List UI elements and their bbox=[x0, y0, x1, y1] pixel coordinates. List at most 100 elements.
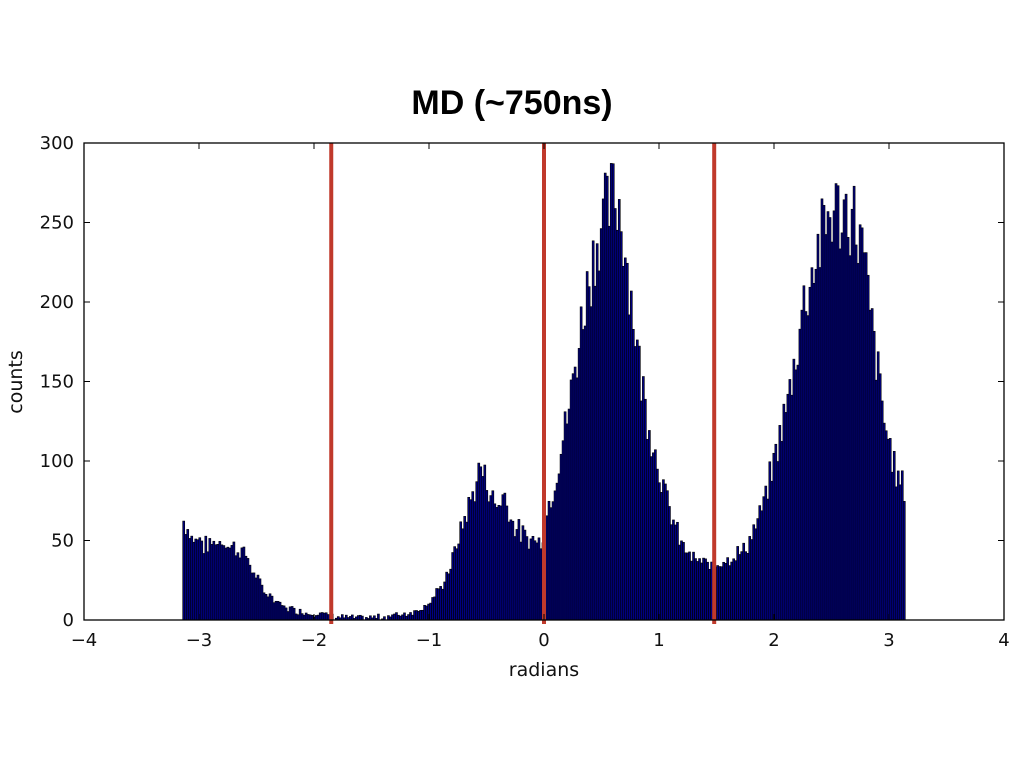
histogram-bar bbox=[222, 545, 226, 621]
histogram-bar bbox=[186, 529, 190, 621]
histogram-bar bbox=[890, 471, 894, 621]
histogram-bar bbox=[539, 548, 543, 621]
histogram-bar bbox=[453, 546, 456, 621]
histogram-bar bbox=[395, 612, 398, 621]
y-axis-label: counts bbox=[5, 350, 27, 414]
histogram-bar bbox=[194, 538, 198, 621]
histogram-bar bbox=[848, 255, 852, 621]
histogram-bar bbox=[722, 561, 725, 621]
histogram-bar bbox=[816, 233, 820, 621]
histogram-bar bbox=[876, 351, 880, 621]
histogram-bar bbox=[599, 228, 603, 621]
histogram-bar bbox=[770, 480, 774, 621]
histogram-bar bbox=[202, 553, 206, 621]
histogram-bar bbox=[547, 500, 551, 621]
histogram-bar bbox=[487, 501, 491, 621]
histogram-bar bbox=[752, 524, 756, 621]
histogram-bar bbox=[246, 558, 250, 621]
histogram-bar bbox=[234, 555, 238, 621]
histogram-bar bbox=[535, 542, 539, 621]
histogram-bar bbox=[601, 198, 605, 621]
histogram-bar bbox=[888, 438, 892, 621]
histogram-bar bbox=[589, 306, 593, 621]
histogram-bar bbox=[581, 329, 585, 621]
histogram-bar bbox=[188, 538, 192, 621]
histogram-bar bbox=[228, 547, 232, 621]
histogram-bar bbox=[455, 548, 458, 621]
histogram-bar bbox=[266, 596, 270, 621]
histogram-bar bbox=[788, 379, 792, 621]
histogram-bar bbox=[397, 614, 400, 621]
histogram-bar bbox=[575, 377, 579, 621]
histogram-bar bbox=[688, 551, 691, 621]
histogram-bar bbox=[778, 425, 782, 621]
histogram-bar bbox=[690, 560, 693, 621]
histogram-bar bbox=[680, 540, 683, 621]
y-axis-ticks: 0 50 100 150 200 250 300 bbox=[40, 133, 1004, 631]
histogram-bar bbox=[182, 520, 186, 621]
histogram-bar bbox=[834, 183, 838, 621]
histogram-bar bbox=[296, 614, 300, 621]
histogram-bar bbox=[662, 479, 665, 621]
histogram-bar bbox=[232, 541, 236, 621]
histogram-bar bbox=[762, 496, 766, 621]
histogram-bar bbox=[634, 346, 637, 621]
histogram-bar bbox=[387, 615, 390, 621]
histogram-bar bbox=[615, 229, 619, 621]
y-tick-label: 200 bbox=[40, 292, 74, 313]
histogram-bar bbox=[818, 267, 822, 621]
histogram-bar bbox=[473, 501, 477, 621]
histogram-bar bbox=[880, 400, 884, 621]
histogram-bar bbox=[437, 588, 440, 621]
histogram-bar bbox=[836, 185, 840, 621]
histogram-bar bbox=[878, 373, 882, 621]
y-tick-label: 150 bbox=[40, 372, 74, 393]
x-axis-label: radians bbox=[509, 659, 579, 681]
histogram-bar bbox=[248, 564, 252, 621]
histogram-bar bbox=[764, 485, 768, 621]
histogram-bar bbox=[591, 240, 595, 621]
histogram-bar bbox=[872, 330, 876, 621]
histogram-bar bbox=[884, 430, 888, 621]
histogram-bar bbox=[565, 423, 569, 621]
y-tick-label: 0 bbox=[63, 610, 74, 631]
histogram-bar bbox=[359, 614, 362, 621]
histogram-bar bbox=[792, 358, 796, 621]
histogram-bar bbox=[407, 614, 410, 621]
histogram-bar bbox=[640, 400, 643, 621]
histogram-bar bbox=[310, 614, 314, 621]
histogram-bar bbox=[844, 193, 848, 621]
histogram-bar bbox=[746, 553, 750, 621]
histogram-bar bbox=[698, 558, 701, 621]
histogram-bar bbox=[467, 496, 471, 621]
histogram-bar bbox=[786, 393, 790, 621]
histogram-bar bbox=[734, 560, 737, 621]
histogram-bar bbox=[493, 503, 497, 621]
histogram-bar bbox=[357, 615, 360, 621]
histogram-bar bbox=[200, 540, 204, 621]
histogram-bar bbox=[226, 546, 230, 621]
histogram-bar bbox=[517, 519, 521, 621]
histogram-bar bbox=[264, 594, 268, 621]
histogram-bar bbox=[300, 613, 304, 621]
histogram-bar bbox=[696, 561, 699, 621]
histogram-bar bbox=[744, 551, 748, 621]
histogram-bar bbox=[244, 555, 248, 621]
histogram-bar bbox=[529, 538, 533, 621]
histogram-bar bbox=[573, 366, 577, 621]
histogram-bar bbox=[459, 521, 463, 621]
histogram-bar bbox=[772, 452, 776, 621]
x-tick-label: −1 bbox=[416, 630, 443, 651]
histogram-bar bbox=[545, 515, 549, 621]
histogram-bar bbox=[603, 172, 607, 621]
histogram-bar bbox=[728, 565, 731, 621]
histogram-bar bbox=[286, 611, 290, 621]
x-tick-label: −2 bbox=[301, 630, 328, 651]
histogram-bar bbox=[415, 610, 418, 621]
histogram-bar bbox=[882, 422, 886, 621]
histogram-bar bbox=[220, 544, 224, 621]
histogram-bar bbox=[856, 263, 860, 621]
histogram-bar bbox=[471, 491, 475, 621]
x-tick-label: 3 bbox=[883, 630, 894, 651]
